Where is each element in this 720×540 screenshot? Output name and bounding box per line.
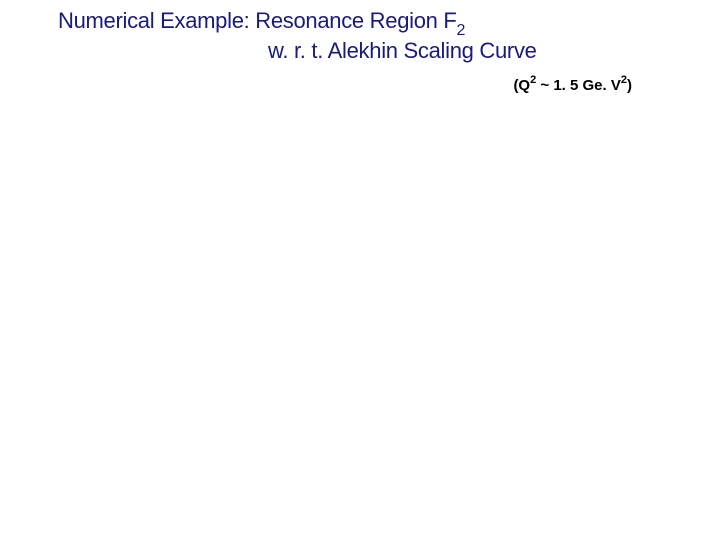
title-text-2: w. r. t. Alekhin Scaling Curve <box>268 38 537 63</box>
q-value: ~ 1. 5 Ge. V <box>536 77 621 94</box>
q-squared-annotation: (Q2 ~ 1. 5 Ge. V2) <box>513 75 632 94</box>
v-superscript: 2 <box>621 74 627 86</box>
q-close: ) <box>627 77 632 94</box>
title-subscript: 2 <box>457 22 466 39</box>
q-superscript: 2 <box>530 74 536 86</box>
title-line-1: Numerical Example: Resonance Region F2 <box>58 8 465 38</box>
title-text-1: Numerical Example: Resonance Region F <box>58 8 457 33</box>
title-line-2: w. r. t. Alekhin Scaling Curve <box>268 38 537 64</box>
q-label: (Q <box>513 77 530 94</box>
